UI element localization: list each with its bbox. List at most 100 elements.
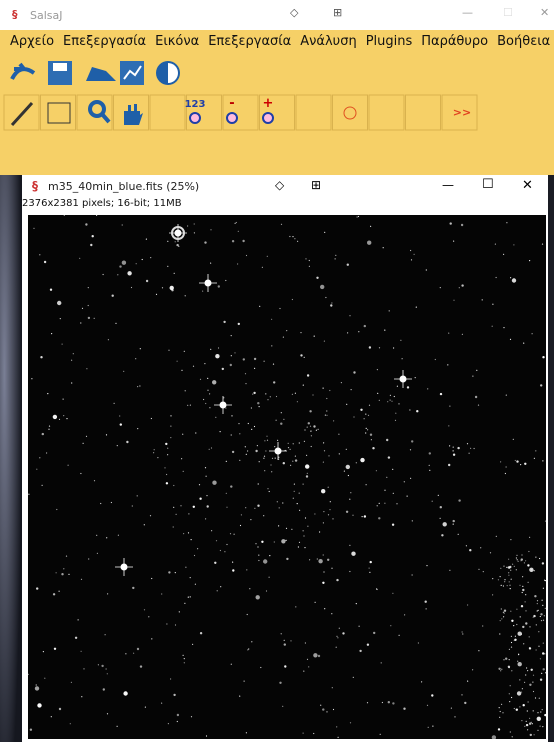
star (102, 688, 106, 691)
star (305, 475, 309, 478)
star (266, 435, 268, 437)
more-tools[interactable]: >> (453, 106, 471, 119)
undo-button[interactable] (86, 67, 116, 81)
star (525, 560, 527, 562)
star (392, 468, 394, 470)
star (237, 322, 240, 326)
line-tool-icon (10, 101, 34, 127)
menu-item[interactable]: Βοήθεια (497, 34, 551, 49)
menu-item[interactable]: Παράθυρο (421, 34, 489, 49)
star (277, 439, 279, 441)
star (317, 654, 321, 658)
close[interactable]: ✕ (522, 178, 533, 193)
star (303, 356, 305, 358)
tool-button[interactable] (441, 94, 478, 131)
star (441, 534, 444, 537)
star (504, 472, 506, 475)
star (168, 571, 171, 574)
pin-icon[interactable]: ◇ (290, 6, 299, 19)
star (539, 725, 541, 727)
star (304, 547, 306, 549)
tool-button[interactable] (259, 94, 295, 131)
star (497, 579, 499, 581)
star (520, 558, 523, 561)
star (535, 450, 537, 452)
star (187, 532, 190, 534)
maximize[interactable]: ☐ (503, 6, 513, 19)
menu-icon[interactable]: ⊞ (333, 6, 343, 19)
star (349, 570, 351, 573)
minimize[interactable]: — (442, 178, 454, 192)
star (414, 377, 416, 379)
star (187, 225, 189, 227)
star (343, 470, 345, 472)
star (501, 618, 503, 620)
star (350, 492, 352, 494)
tool-button[interactable] (149, 94, 186, 131)
star (131, 505, 133, 507)
star (522, 625, 525, 629)
star (268, 576, 270, 578)
star (512, 438, 514, 440)
tool-button[interactable] (76, 94, 113, 131)
star (387, 456, 391, 459)
star-spike (269, 442, 287, 460)
tool-button[interactable] (295, 94, 332, 131)
pin-icon[interactable]: ◇ (275, 178, 285, 192)
star (306, 426, 308, 428)
menu-icon[interactable]: ⊞ (311, 178, 322, 192)
star (529, 626, 531, 628)
zoom-handle (100, 112, 111, 124)
star (410, 477, 412, 479)
tool-button[interactable] (40, 94, 76, 131)
star (506, 585, 508, 587)
menu-item[interactable]: Αρχείο (10, 34, 55, 49)
menu-item[interactable]: Επεξεργασία (208, 34, 292, 49)
star (132, 586, 135, 590)
menu-item[interactable]: Εικόνα (155, 34, 200, 49)
star (167, 723, 169, 725)
star (540, 613, 543, 616)
star (292, 236, 294, 238)
menu-item[interactable]: Ανάλυση (300, 34, 357, 49)
star (503, 609, 507, 612)
minimize[interactable]: — (462, 6, 473, 19)
star (395, 412, 397, 414)
star (417, 642, 419, 644)
star (283, 418, 285, 420)
tool-button[interactable] (368, 94, 405, 131)
star (378, 502, 380, 504)
star (71, 382, 73, 384)
star (503, 616, 505, 618)
menu-item[interactable]: Επεξεργασία (63, 34, 147, 49)
star (514, 635, 516, 637)
maximize[interactable]: ☐ (482, 177, 494, 192)
star (319, 531, 321, 533)
star (502, 712, 504, 714)
star (482, 625, 484, 627)
star (350, 389, 352, 391)
star (294, 238, 296, 240)
tool-button[interactable] (332, 94, 368, 131)
star (527, 729, 529, 731)
star (472, 375, 474, 377)
tool-button[interactable] (222, 94, 259, 131)
menu-item[interactable]: Plugins (365, 34, 413, 49)
star (370, 439, 372, 441)
tool-circle-icon (226, 112, 238, 124)
star (467, 680, 469, 682)
star (58, 707, 62, 711)
star (192, 505, 195, 508)
star (240, 514, 242, 516)
star (524, 462, 527, 465)
star (298, 442, 300, 444)
star (199, 497, 202, 500)
tool-button[interactable] (186, 94, 222, 131)
star (316, 276, 319, 279)
tool-button[interactable] (405, 94, 441, 131)
star (254, 507, 256, 509)
star (502, 585, 504, 587)
star (210, 447, 213, 449)
star (206, 505, 209, 508)
close[interactable]: ✕ (540, 6, 550, 19)
